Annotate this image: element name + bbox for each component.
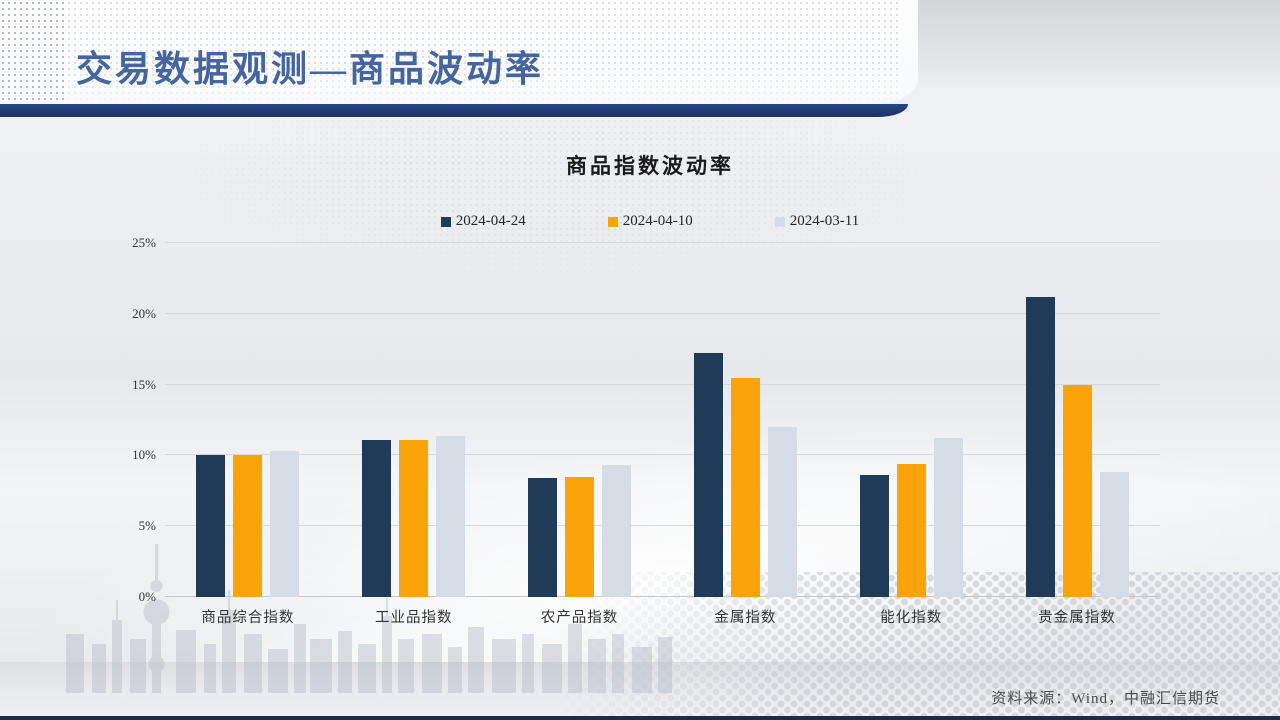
bar-groups: 商品综合指数 工业品指数 农产品指数 金属指数 能化指数 贵金属指数 (165, 243, 1160, 626)
category-label: 能化指数 (880, 610, 943, 626)
bar-2024-03-11 (436, 435, 466, 597)
bar-group: 贵金属指数 (1025, 243, 1129, 626)
bar-2024-03-11 (602, 465, 632, 597)
bar-2024-04-24 (528, 478, 558, 597)
legend-label: 2024-04-24 (455, 213, 526, 229)
legend-label: 2024-03-11 (789, 213, 860, 229)
category-label: 贵金属指数 (1038, 610, 1116, 626)
y-axis-tick-label: 5% (138, 518, 156, 534)
bar-2024-03-11 (1099, 472, 1129, 597)
category-label: 商品综合指数 (201, 610, 295, 626)
legend-item: 2024-03-11 (774, 213, 860, 230)
bar-2024-03-11 (933, 438, 963, 597)
bar-2024-04-24 (1025, 296, 1055, 597)
bar-2024-04-10 (565, 476, 595, 597)
legend-swatch (440, 216, 451, 227)
y-axis-tick-label: 10% (132, 447, 156, 463)
bar-chart-plot-area: 商品综合指数 工业品指数 农产品指数 金属指数 能化指数 贵金属指数 (165, 242, 1160, 626)
bottom-accent-line (0, 716, 1280, 720)
bar-group: 能化指数 (859, 243, 963, 626)
title-divider-bar (0, 104, 908, 117)
y-axis-tick-label: 15% (132, 376, 156, 392)
bar-2024-04-10 (399, 439, 429, 597)
bar-2024-04-10 (1062, 384, 1092, 597)
chart-title: 商品指数波动率 (566, 154, 734, 178)
bar-group: 农产品指数 (528, 243, 632, 626)
bar-2024-04-24 (196, 455, 226, 597)
y-axis: 0% 5% 10% 15% 20% 25% (90, 235, 156, 604)
bar-2024-04-24 (859, 475, 889, 597)
header-corner-gradient (860, 0, 1280, 100)
bar-2024-04-24 (693, 353, 723, 597)
legend-item: 2024-04-24 (440, 213, 526, 230)
bar-2024-04-10 (730, 377, 760, 597)
category-label: 工业品指数 (374, 610, 453, 626)
legend-swatch (607, 216, 618, 227)
bar-2024-03-11 (270, 451, 300, 597)
y-axis-tick-label: 0% (138, 589, 156, 604)
data-source-note: 资料来源：Wind，中融汇信期货 (991, 691, 1220, 707)
bar-2024-04-10 (896, 463, 926, 597)
y-axis-tick-label: 20% (132, 305, 156, 321)
bar-group: 工业品指数 (362, 243, 466, 626)
chart-legend: 2024-04-24 2024-04-10 2024-03-11 (140, 213, 1160, 230)
y-axis-tick-label: 25% (132, 235, 156, 250)
legend-label: 2024-04-10 (622, 213, 693, 229)
bar-group: 商品综合指数 (196, 243, 300, 626)
page-title: 交易数据观测—商品波动率 (76, 49, 545, 89)
bar-group: 金属指数 (693, 243, 797, 626)
category-label: 农产品指数 (540, 610, 619, 626)
legend-swatch (774, 216, 785, 227)
category-label: 金属指数 (714, 610, 777, 626)
legend-item: 2024-04-10 (607, 213, 693, 230)
bar-2024-03-11 (767, 427, 797, 597)
bar-2024-04-10 (233, 455, 263, 597)
bar-2024-04-24 (362, 439, 392, 597)
